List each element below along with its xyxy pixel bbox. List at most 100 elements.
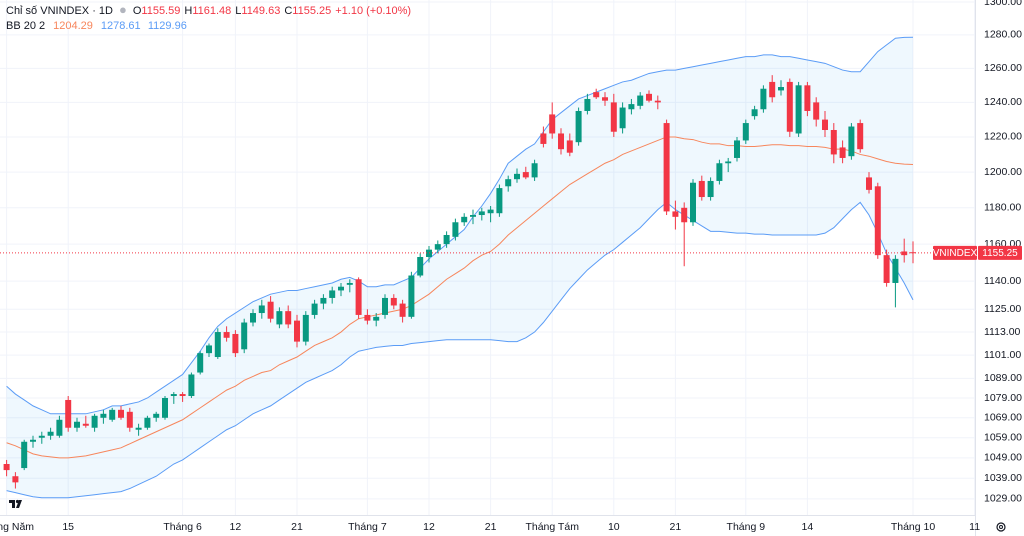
candle-body xyxy=(786,81,793,132)
candle-body xyxy=(206,345,212,354)
candle-body xyxy=(566,140,573,153)
ohlc-value: 1161.48 xyxy=(192,5,231,17)
candle-body xyxy=(901,251,908,256)
y-tick-label: 1039.00 xyxy=(984,472,1022,484)
x-tick-label: Tháng 6 xyxy=(163,521,202,533)
change: +1.10 (+0.10%) xyxy=(335,5,411,17)
x-tick-label: 11 xyxy=(969,521,980,533)
x-tick-label: 14 xyxy=(802,521,814,533)
band-line xyxy=(6,136,914,459)
candle-body xyxy=(82,423,89,426)
candle-body xyxy=(478,211,485,216)
candle-body xyxy=(760,88,767,110)
y-tick-label: 1089.00 xyxy=(984,372,1022,384)
candle-body xyxy=(822,119,828,130)
candle-body xyxy=(417,257,424,276)
x-tick-label: Tháng 7 xyxy=(348,521,387,533)
y-tick-label: 1049.00 xyxy=(984,452,1022,464)
candle-body xyxy=(734,140,740,158)
legend-dot: ● xyxy=(119,2,127,17)
ohlc-value: 1155.59 xyxy=(141,5,180,17)
candle-body xyxy=(549,114,556,134)
candle-body xyxy=(126,411,133,428)
candle-body xyxy=(329,290,336,298)
candle-body xyxy=(707,180,714,198)
ohlc-prefix: H xyxy=(184,5,192,17)
symbol-tag-label: VNINDEX xyxy=(933,248,978,259)
candle-body xyxy=(223,332,230,338)
candle-body xyxy=(857,123,864,150)
ohlc-prefix: O xyxy=(133,5,142,17)
candle-body xyxy=(619,107,626,129)
candle-body xyxy=(100,413,107,418)
candle-body xyxy=(338,286,344,291)
candle-body xyxy=(214,332,221,358)
x-tick-label: 12 xyxy=(230,521,242,533)
candle-body xyxy=(320,297,327,304)
candle-body xyxy=(540,133,547,144)
candle-body xyxy=(373,316,380,321)
candle-body xyxy=(461,216,468,223)
candle-body xyxy=(830,129,837,155)
candle-body xyxy=(531,163,538,178)
candle-body xyxy=(575,110,582,143)
candle-body xyxy=(241,322,248,350)
candle-body xyxy=(91,415,98,428)
candle-body xyxy=(654,100,661,103)
symbol-tag xyxy=(933,245,977,260)
candle-body xyxy=(170,394,177,397)
indicator-name: BB 20 2 xyxy=(6,20,45,32)
candle-body xyxy=(153,413,160,418)
candle-body xyxy=(804,85,811,111)
x-tick-label: 12 xyxy=(423,521,435,533)
candle-body xyxy=(382,297,388,315)
candle-body xyxy=(162,397,168,418)
y-tick-label: 1125.00 xyxy=(984,303,1021,315)
candle-body xyxy=(610,102,617,132)
candle-body xyxy=(769,81,776,98)
candle-body xyxy=(109,409,116,420)
candle-body xyxy=(681,207,688,223)
candle-body xyxy=(910,252,916,254)
y-tick-label: 1140.00 xyxy=(984,275,1021,287)
candle-body xyxy=(839,147,846,158)
price-tag xyxy=(978,245,1022,260)
candle-body xyxy=(778,87,784,91)
candle-body xyxy=(135,427,142,430)
candle-body xyxy=(470,215,476,217)
candle-body xyxy=(892,258,899,283)
candle-body xyxy=(496,188,503,214)
settings-icon[interactable] xyxy=(996,522,1006,532)
candle-body xyxy=(65,399,72,428)
candle-body xyxy=(646,93,652,101)
band-fill xyxy=(6,37,914,498)
candle-body xyxy=(118,409,124,418)
candle-body xyxy=(883,255,890,283)
candle-body xyxy=(663,123,670,212)
candle-body xyxy=(311,303,318,315)
candle-body xyxy=(593,92,600,98)
candle-body xyxy=(399,303,406,317)
candle-body xyxy=(602,97,608,101)
y-tick-label: 1280.00 xyxy=(984,29,1022,41)
y-tick-label: 1069.00 xyxy=(984,412,1022,424)
candle-body xyxy=(38,435,45,438)
candle-body xyxy=(355,279,362,315)
candle-body xyxy=(874,186,881,256)
candle-body xyxy=(434,244,441,250)
candle-body xyxy=(276,311,283,325)
x-tick-label: Tháng 9 xyxy=(727,521,766,533)
candle-body xyxy=(56,419,63,436)
candle-body xyxy=(866,177,872,190)
legend-title: Chỉ số VNINDEX · 1D xyxy=(6,5,113,17)
candle-body xyxy=(742,123,749,141)
y-tick-label: 1300.00 xyxy=(984,0,1022,8)
candle-body xyxy=(813,102,820,120)
candle-body xyxy=(21,441,28,469)
legend-indicator: BB 20 2 1204.29 1278.61 1129.96 xyxy=(6,20,187,32)
candle-body xyxy=(725,161,732,164)
y-tick-label: 1079.00 xyxy=(984,392,1022,404)
candle-body xyxy=(558,133,564,150)
ohlc-prefix: L xyxy=(235,5,241,17)
